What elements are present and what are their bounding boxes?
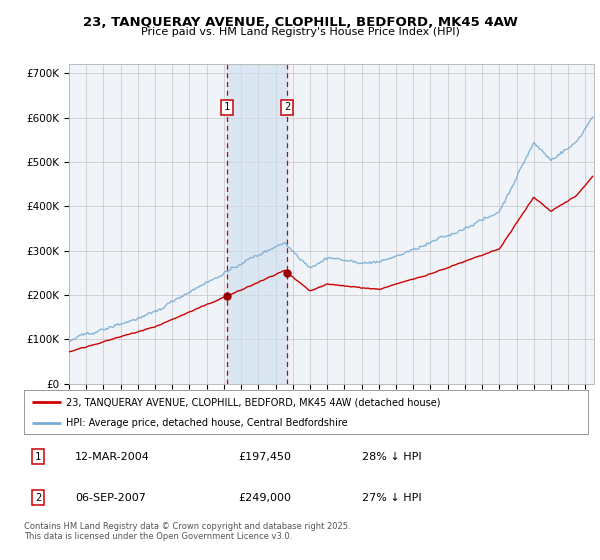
Text: £249,000: £249,000 — [238, 493, 292, 503]
Text: 27% ↓ HPI: 27% ↓ HPI — [362, 493, 422, 503]
Text: £197,450: £197,450 — [238, 452, 292, 462]
Text: 2: 2 — [35, 493, 41, 503]
Text: 12-MAR-2004: 12-MAR-2004 — [75, 452, 149, 462]
Text: HPI: Average price, detached house, Central Bedfordshire: HPI: Average price, detached house, Cent… — [66, 418, 348, 428]
Text: 28% ↓ HPI: 28% ↓ HPI — [362, 452, 422, 462]
Text: Contains HM Land Registry data © Crown copyright and database right 2025.
This d: Contains HM Land Registry data © Crown c… — [24, 522, 350, 542]
Text: 1: 1 — [35, 452, 41, 462]
Bar — [227, 64, 287, 384]
Text: 06-SEP-2007: 06-SEP-2007 — [75, 493, 146, 503]
Text: 1: 1 — [224, 102, 230, 113]
Text: 23, TANQUERAY AVENUE, CLOPHILL, BEDFORD, MK45 4AW (detached house): 23, TANQUERAY AVENUE, CLOPHILL, BEDFORD,… — [66, 397, 441, 407]
Text: 2: 2 — [284, 102, 290, 113]
Text: Price paid vs. HM Land Registry's House Price Index (HPI): Price paid vs. HM Land Registry's House … — [140, 27, 460, 38]
Text: 23, TANQUERAY AVENUE, CLOPHILL, BEDFORD, MK45 4AW: 23, TANQUERAY AVENUE, CLOPHILL, BEDFORD,… — [83, 16, 517, 29]
